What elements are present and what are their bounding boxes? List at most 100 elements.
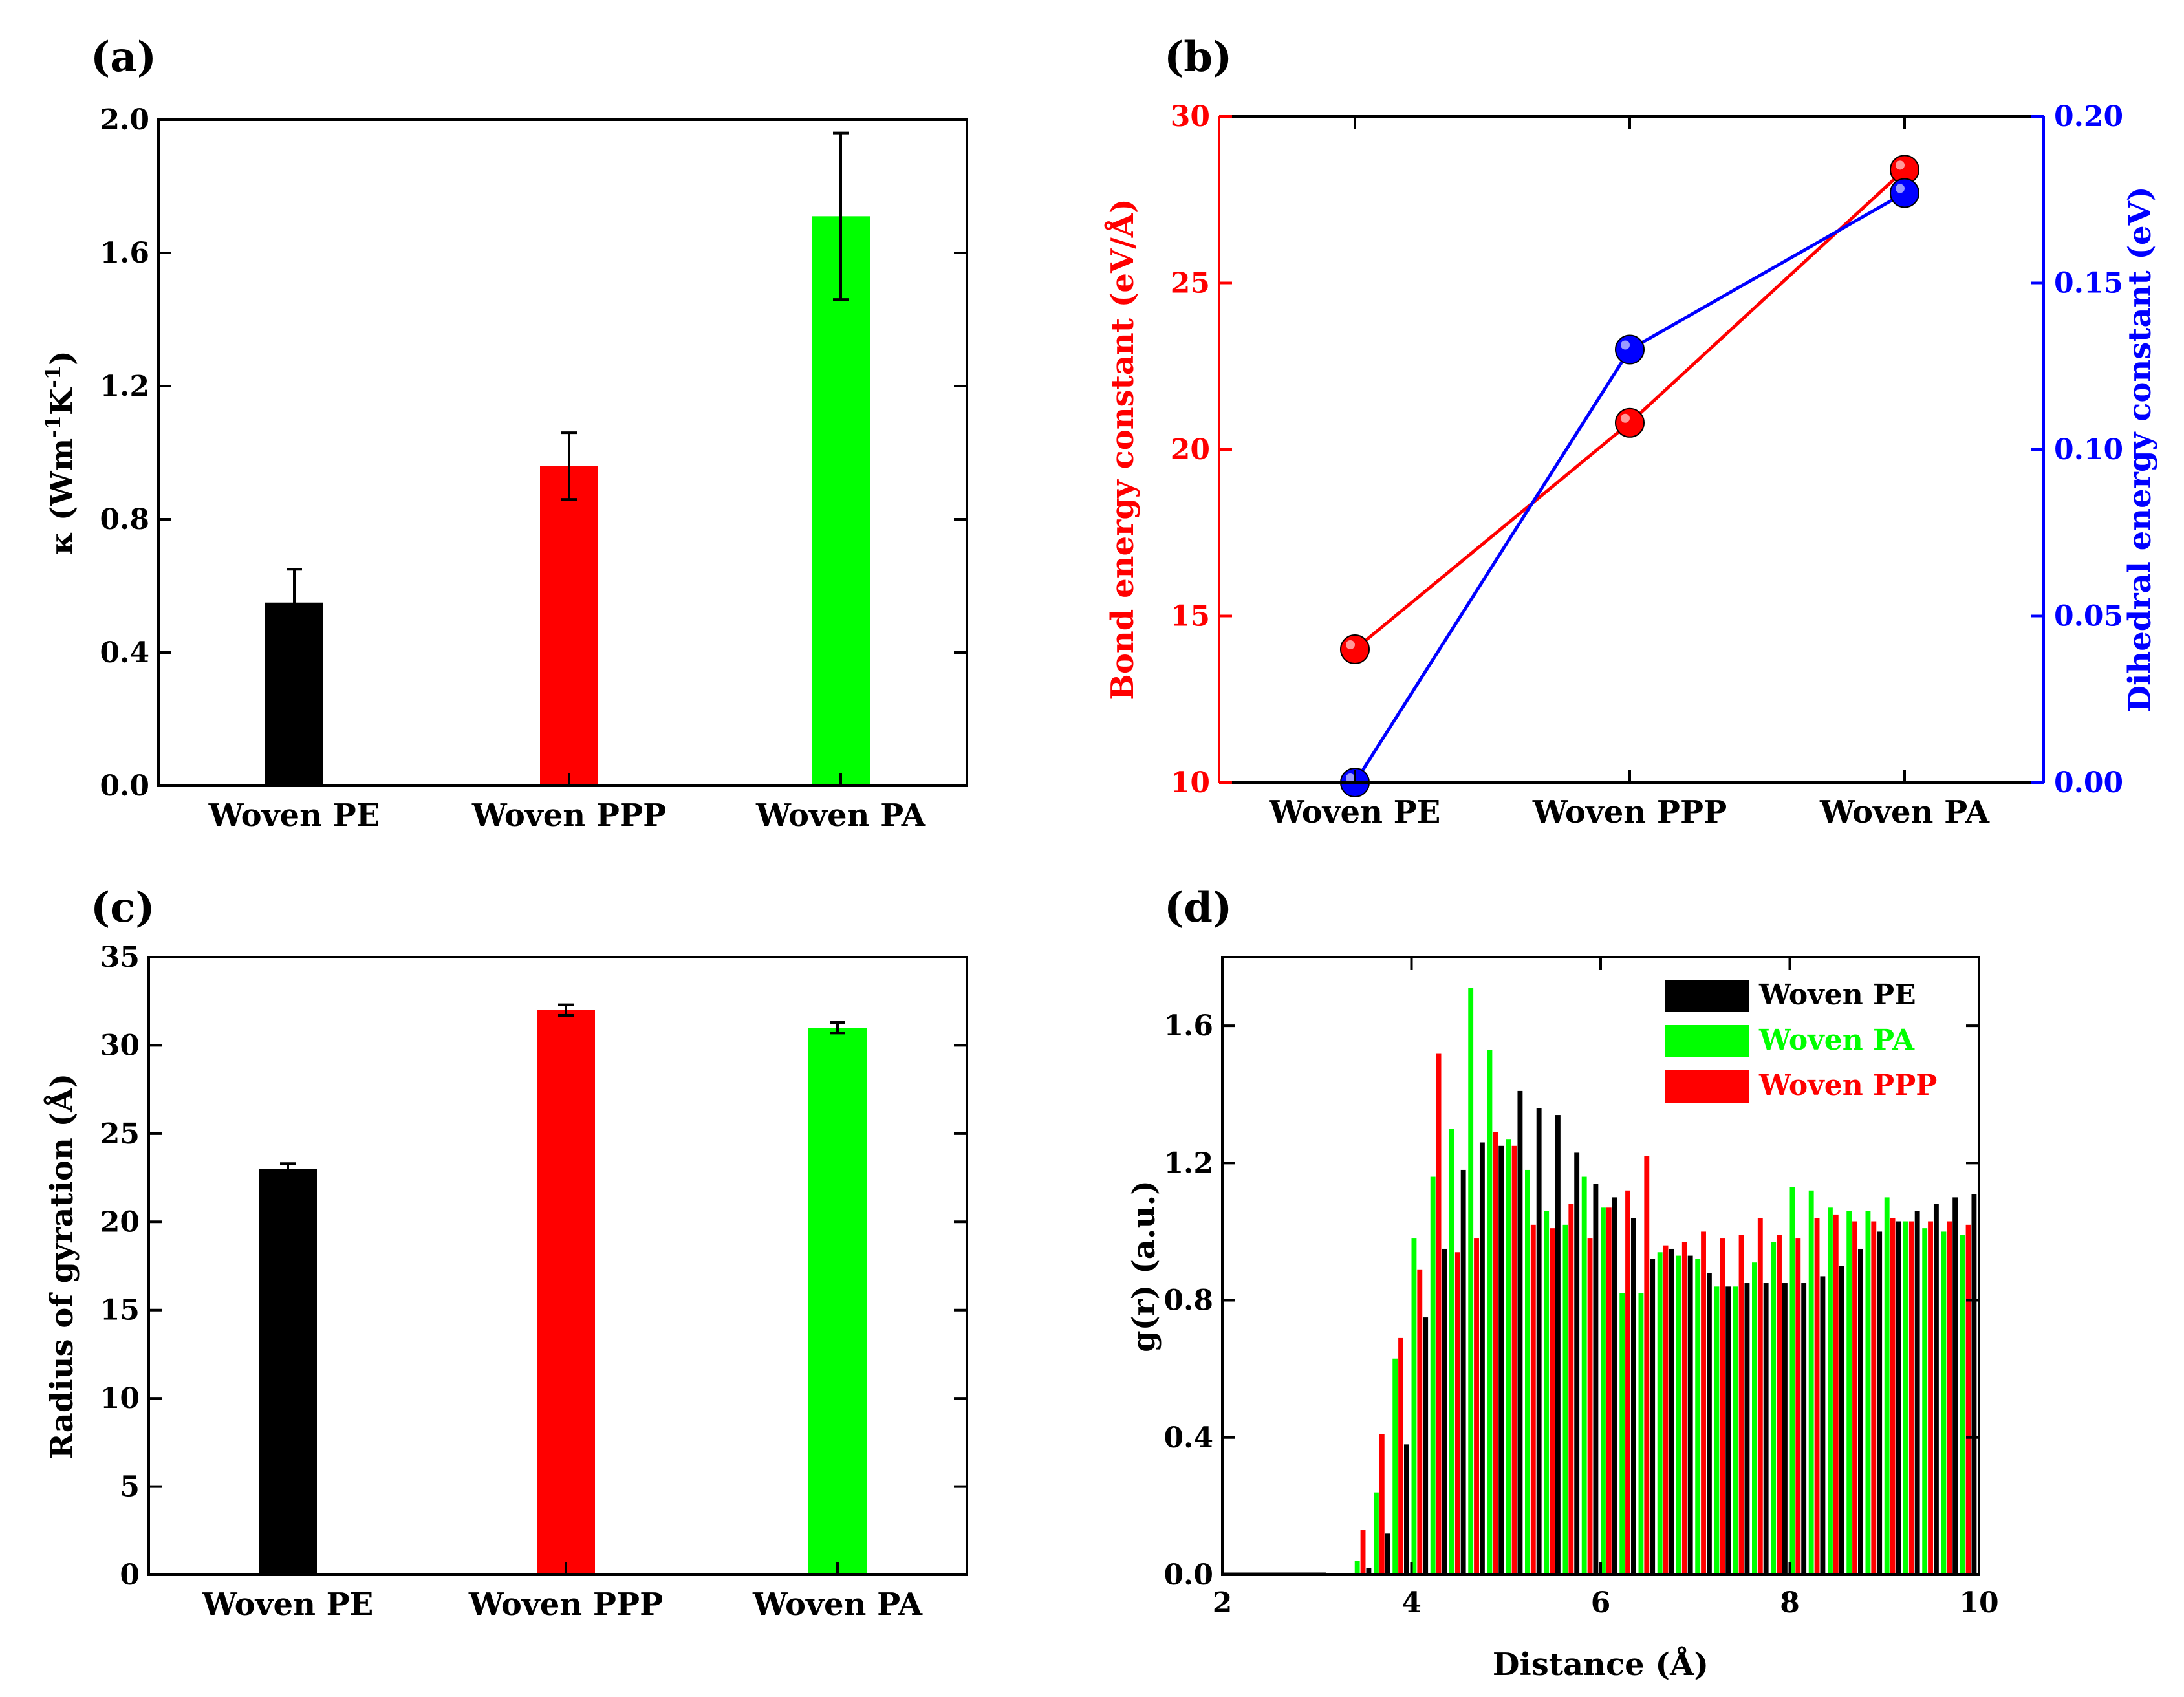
panel-d-legend-swatch-2 (1665, 1070, 1749, 1103)
panel-d-bar-2-31 (1908, 1221, 1914, 1575)
panel-d-bar-1-7 (1449, 1129, 1454, 1575)
panel-b-ytick-label-right: 0.15 (2054, 267, 2123, 300)
panel-d-bar-1-27 (1828, 1207, 1833, 1575)
panel-b-energy-constant-chart: Woven PE Woven PPP Woven PA 10 15 20 25 30 0.00 0… (1104, 100, 2158, 830)
panel-d-bar-0-18 (1669, 1248, 1674, 1575)
a-bar-1 (540, 466, 598, 786)
a-ytick-label: 0.8 (100, 503, 149, 536)
a-category-label: Woven PE (208, 797, 380, 834)
panel-b-ytick-label-left: 10 (1171, 766, 1210, 799)
c-ytick-label: 5 (120, 1471, 140, 1504)
panel-b-ytick-label-left: 30 (1171, 100, 1210, 133)
panel-d-bar-1-16 (1619, 1293, 1625, 1575)
panel-d-bar-0-3 (1385, 1533, 1390, 1575)
panel-d-bar-2-27 (1833, 1214, 1839, 1575)
panel-d-bar-2-28 (1852, 1221, 1857, 1575)
panel-d-bar-1-6 (1430, 1176, 1436, 1575)
panel-b-ylabel-right: Dihedral energy constant (eV) (2122, 186, 2158, 712)
panel-d-bar-2-3 (1379, 1434, 1385, 1575)
panel-d-bar-0-5 (1423, 1317, 1429, 1575)
panel-d-bar-2-18 (1663, 1245, 1669, 1575)
panel-d-bar-1-8 (1468, 988, 1474, 1575)
panel-d-bar-2-10 (1511, 1145, 1517, 1575)
panel-a-axes: Woven PE Woven PPP Woven PA 0.0 0.4 0.8 1.2 1.6… (100, 103, 967, 834)
panel-d-legend: Woven PE Woven PA Woven PPP (1665, 978, 1937, 1103)
a-ytick-label: 1.2 (100, 370, 149, 403)
c-ytick-label: 35 (100, 941, 140, 974)
panel-a-bars (265, 131, 870, 786)
panel-b-ytick-label-left: 20 (1171, 433, 1210, 466)
c-ytick-label: 15 (100, 1294, 140, 1327)
panel-d-ytick-label: 0.4 (1163, 1421, 1213, 1454)
panel-d-bar-0-26 (1820, 1276, 1826, 1575)
panel-d-bar-2-30 (1890, 1218, 1896, 1575)
panel-d-bar-2-21 (1720, 1238, 1725, 1575)
panel-d-bar-0-17 (1650, 1259, 1656, 1575)
panel-b-point-1-1 (1615, 334, 1645, 365)
a-ytick-label: 2.0 (100, 103, 149, 136)
panel-b-axes: Woven PE Woven PPP Woven PA 10 15 20 25 30 0.00 0… (1171, 100, 2123, 830)
panel-d-xtick-label: 2 (1213, 1586, 1233, 1619)
panel-d-bar-2-5 (1417, 1269, 1423, 1575)
a-category-label: Woven PPP (471, 797, 666, 834)
panel-d-bar-0-16 (1630, 1218, 1636, 1575)
panel-d-legend-label-2: Woven PPP (1758, 1069, 1937, 1102)
panel-d-bar-2-13 (1568, 1204, 1574, 1575)
panel-d-bar-0-28 (1857, 1248, 1863, 1575)
panel-d-bar-0-6 (1442, 1248, 1447, 1575)
panel-c-radius-of-gyration-chart: Woven PE Woven PPP Woven PA05101520253035 … (43, 941, 968, 1623)
panel-c-frame (147, 956, 968, 1576)
panel-b-point-1-2 (1890, 178, 1919, 208)
c-ytick-label: 20 (100, 1205, 140, 1238)
panel-d-bar-0-8 (1479, 1142, 1485, 1575)
panel-b-point-highlight-0-0 (1346, 640, 1355, 649)
panel-d-bar-0-23 (1763, 1283, 1769, 1575)
panel-d-bar-1-28 (1846, 1211, 1852, 1575)
c-ytick-label: 30 (100, 1029, 140, 1062)
panel-a-ylabel-sup1: -1 (41, 415, 65, 438)
panel-d-bar-1-9 (1487, 1050, 1493, 1575)
panel-d-bar-0-24 (1782, 1283, 1788, 1575)
panel-b-ylabel-left: Bond energy constant (eV/Å) (1104, 199, 1141, 700)
panel-d-bar-2-29 (1871, 1221, 1877, 1575)
panel-d-bar-0-22 (1744, 1283, 1750, 1575)
panel-d-bar-2-12 (1550, 1228, 1555, 1575)
panel-d-bar-1-32 (1922, 1228, 1928, 1575)
panel-label-d: (d) (1164, 883, 1232, 932)
panel-d-bar-2-4 (1398, 1337, 1403, 1575)
panel-b-lines (1340, 155, 1919, 797)
panel-d-bar-0-11 (1536, 1108, 1542, 1575)
panel-d-bar-0-34 (1971, 1194, 1977, 1575)
panel-d-bar-2-26 (1814, 1218, 1820, 1575)
panel-d-bar-0-19 (1687, 1255, 1693, 1575)
panel-d-bar-0-20 (1706, 1273, 1712, 1575)
panel-d-ytick-label: 0.8 (1163, 1284, 1213, 1317)
panel-d-bar-0-29 (1877, 1231, 1883, 1575)
panel-d-legend-label-1: Woven PA (1758, 1024, 1915, 1057)
panel-d-bar-2-15 (1606, 1207, 1612, 1575)
panel-a-ylabel-mid: K (44, 387, 80, 415)
panel-b-category-label: Woven PE (1269, 794, 1441, 830)
c-category-label: Woven PPP (468, 1586, 663, 1623)
panel-d-bar-1-3 (1374, 1492, 1379, 1575)
panel-b-point-highlight-0-1 (1621, 413, 1630, 423)
panel-b-series-line-1 (1353, 191, 1906, 784)
panel-a-thermal-conductivity-chart: Woven PE Woven PPP Woven PA 0.0 0.4 0.8 1.2 1.6… (41, 103, 968, 834)
a-ytick-label: 0.0 (100, 770, 149, 803)
panel-d-bar-1-31 (1903, 1221, 1908, 1575)
panel-d-bar-0-10 (1517, 1090, 1523, 1575)
panel-d-bar-2-8 (1474, 1238, 1479, 1575)
panel-d-ytick-label: 1.2 (1163, 1147, 1213, 1180)
panel-d-bar-0-27 (1839, 1266, 1844, 1575)
panel-d-xtick-label: 8 (1780, 1586, 1800, 1619)
panel-d-bar-0-4 (1403, 1444, 1409, 1575)
panel-c-bars (259, 1003, 867, 1575)
panel-d-bar-2-32 (1928, 1221, 1933, 1575)
panel-d-bar-1-12 (1544, 1211, 1550, 1575)
panel-b-ytick-label-right: 0.20 (2054, 100, 2123, 133)
panel-d-ytick-label: 1.6 (1163, 1010, 1213, 1043)
panel-d-bar-0-13 (1574, 1152, 1580, 1575)
panel-d-bar-0-2 (1366, 1568, 1372, 1575)
panel-d-bar-1-4 (1392, 1358, 1398, 1575)
